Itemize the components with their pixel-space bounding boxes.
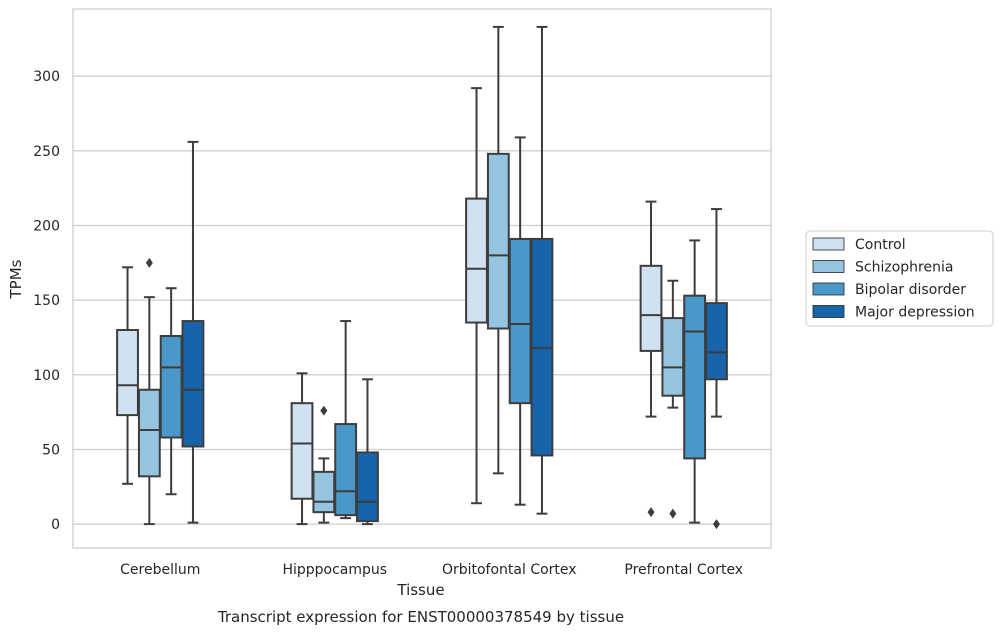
outlier-marker — [145, 257, 153, 268]
box-iqr — [312, 470, 336, 514]
y-tick-label: 200 — [33, 218, 60, 234]
box — [705, 208, 728, 530]
legend-swatch — [812, 282, 845, 296]
box-iqr — [356, 451, 379, 523]
x-axis-title: Tissue — [396, 581, 444, 599]
box-iqr — [508, 237, 532, 405]
x-tick-label: Orbitofontal Cortex — [442, 562, 577, 578]
chart-caption: Transcript expression for ENST0000037854… — [217, 608, 624, 626]
box-iqr — [137, 388, 161, 478]
box — [356, 378, 379, 526]
outlier-marker — [669, 508, 677, 519]
legend-label: Schizophrenia — [855, 260, 953, 276]
box-iqr — [290, 402, 314, 500]
y-axis-title: TPMs — [7, 259, 25, 299]
x-tick-label: Prefrontal Cortex — [624, 562, 743, 578]
grid-lines — [73, 75, 771, 525]
box-iqr — [465, 197, 488, 324]
x-tick-label: Cerebellum — [120, 562, 200, 578]
legend-items: Control Schizophrenia Bipolar disorder Majo… — [812, 237, 975, 321]
box-iqr — [181, 320, 205, 448]
y-tick-label: 300 — [33, 69, 60, 85]
box-iqr — [683, 294, 707, 460]
box — [486, 25, 510, 475]
box-iqr — [486, 152, 510, 330]
box — [508, 136, 532, 506]
box — [661, 279, 685, 519]
outlier-marker — [320, 405, 328, 416]
y-tick-labels: 0 50 100 150 200 250 300 — [33, 69, 60, 533]
box-iqr — [159, 334, 183, 439]
y-tick-label: 0 — [51, 517, 60, 533]
y-tick-label: 100 — [33, 368, 60, 384]
box — [334, 320, 358, 520]
box — [683, 239, 707, 524]
box — [290, 372, 314, 526]
legend-swatch — [812, 260, 845, 273]
legend-label: Bipolar disorder — [855, 282, 966, 298]
box-iqr — [639, 264, 663, 352]
legend-swatch — [812, 237, 845, 251]
legend: Control Schizophrenia Bipolar disorder Majo… — [805, 230, 994, 327]
legend-label: Major depression — [855, 305, 975, 321]
box — [181, 140, 205, 524]
x-tick-label: Hipppocampus — [282, 562, 387, 578]
plot-frame — [72, 8, 772, 549]
y-tick-label: 250 — [33, 144, 60, 160]
outlier-marker — [712, 519, 720, 530]
y-tick-label: 150 — [33, 293, 60, 309]
box-iqr — [116, 329, 139, 417]
box-iqr — [334, 423, 358, 517]
box — [116, 266, 139, 485]
box — [137, 257, 161, 526]
box — [639, 200, 663, 518]
box-iqr — [705, 302, 728, 381]
y-tick-label: 50 — [42, 442, 60, 458]
legend-frame — [805, 230, 994, 327]
box — [159, 287, 183, 496]
legend-swatch — [812, 305, 845, 318]
box-iqr — [661, 317, 685, 397]
boxes — [116, 25, 728, 530]
legend-label: Control — [855, 237, 906, 253]
x-tick-labels: Cerebellum Hipppocampus Orbitofontal Corte… — [120, 562, 743, 578]
outlier-marker — [647, 507, 655, 518]
box — [530, 25, 554, 515]
box — [312, 405, 336, 524]
